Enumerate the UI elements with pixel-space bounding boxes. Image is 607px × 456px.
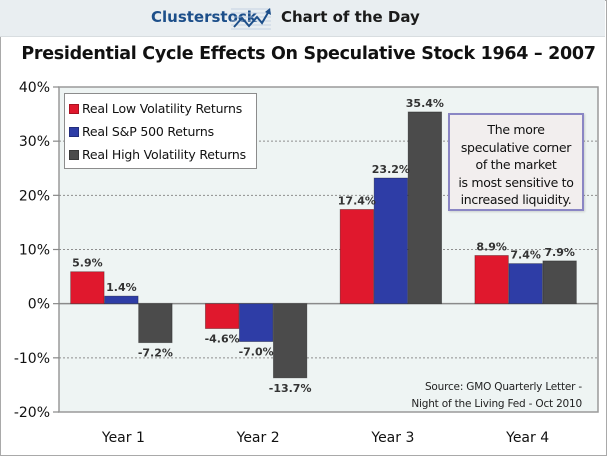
bar <box>104 295 139 305</box>
legend: Real Low Volatility Returns Real S&P 500… <box>64 93 257 169</box>
source-note: Source: GMO Quarterly Letter - Night of … <box>411 379 582 413</box>
bar <box>272 303 308 379</box>
x-axis: Year 1 Year 2 Year 3 Year 4 <box>101 430 549 446</box>
bar <box>542 260 577 305</box>
annotation-line: increased liquidity. <box>460 192 572 207</box>
y-tick-label: 0% <box>28 297 50 313</box>
bar <box>508 263 543 305</box>
bar <box>407 111 443 305</box>
bar <box>339 209 375 305</box>
annotation-box: The more speculative corner of the marke… <box>448 113 584 211</box>
y-tick-label: -20% <box>14 405 50 421</box>
bar <box>70 271 105 305</box>
annotation-line: speculative corner <box>460 139 572 155</box>
rising-chart-icon <box>231 8 271 30</box>
legend-label: Real High Volatility Returns <box>82 147 246 162</box>
y-tick-label: 30% <box>19 134 50 150</box>
y-tick-label: 20% <box>19 188 50 204</box>
data-label: 17.4% <box>338 194 376 207</box>
y-tick-label: 40% <box>19 80 50 96</box>
legend-item-sp500: Real S&P 500 Returns <box>69 120 256 143</box>
legend-swatch <box>69 149 79 160</box>
source-line: Night of the Living Fed - Oct 2010 <box>411 398 582 410</box>
legend-item-low-volatility: Real Low Volatility Returns <box>69 97 256 120</box>
data-label: -13.7% <box>269 382 312 395</box>
y-tick-label: -10% <box>14 351 50 367</box>
bar <box>474 255 509 305</box>
annotation-line: The more <box>487 122 545 137</box>
legend-swatch <box>69 126 79 137</box>
data-label: 23.2% <box>372 163 410 176</box>
bar <box>238 303 274 342</box>
data-label: 5.9% <box>72 257 103 270</box>
legend-label: Real Low Volatility Returns <box>82 101 243 116</box>
y-tick-label: 10% <box>19 243 50 259</box>
legend-swatch <box>69 103 79 114</box>
data-label: 8.9% <box>476 240 507 253</box>
x-tick-label: Year 3 <box>370 430 414 446</box>
y-axis: 40% 30% 20% 10% 0% -10% -20% <box>14 80 59 421</box>
data-label: -7.2% <box>138 347 173 360</box>
banner: Clusterstock Chart of the Day <box>0 0 605 37</box>
annotation-line: is most sensitive to <box>458 174 574 190</box>
x-tick-label: Year 1 <box>101 430 145 446</box>
bar <box>204 303 240 329</box>
data-label: 35.4% <box>406 97 444 110</box>
annotation-line: of the market <box>475 157 557 172</box>
legend-label: Real S&P 500 Returns <box>82 124 214 139</box>
chart-of-the-day-label: Chart of the Day <box>281 8 420 26</box>
x-tick-label: Year 2 <box>236 430 280 446</box>
data-label: -4.6% <box>205 333 240 346</box>
data-label: 7.9% <box>544 246 575 259</box>
x-tick-label: Year 4 <box>505 430 549 446</box>
data-label: -7.0% <box>239 346 274 359</box>
brand-name: Clusterstock <box>151 8 257 26</box>
chart-title: Presidential Cycle Effects On Speculativ… <box>21 44 596 64</box>
legend-item-high-volatility: Real High Volatility Returns <box>69 143 256 166</box>
bars <box>70 111 577 379</box>
data-label: 1.4% <box>106 281 137 294</box>
bar <box>373 177 409 305</box>
data-label: 7.4% <box>510 249 541 262</box>
data-labels: 5.9%1.4% -7.2% -4.6%-7.0% -13.7% 17.4% 23.2% 3… <box>72 97 575 395</box>
bar <box>138 303 173 344</box>
source-line: Source: GMO Quarterly Letter - <box>424 381 582 393</box>
